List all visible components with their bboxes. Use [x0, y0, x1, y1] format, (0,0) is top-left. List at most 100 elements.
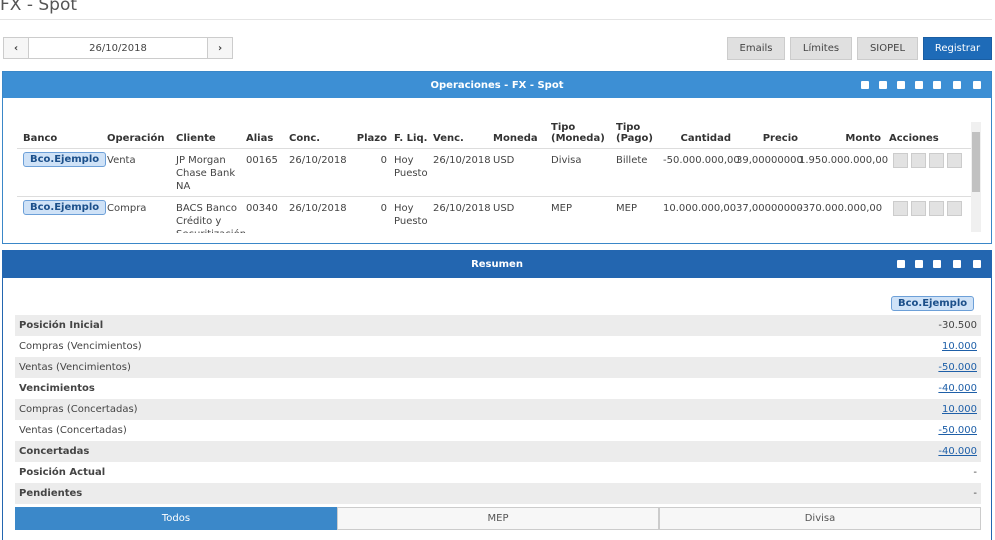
- icon[interactable]: [915, 81, 923, 89]
- date-input[interactable]: 26/10/2018: [28, 37, 208, 59]
- summary-value[interactable]: -50.000: [938, 425, 977, 436]
- tabs: Todos MEP Divisa: [15, 507, 981, 530]
- action-button[interactable]: [911, 153, 926, 168]
- scroll-thumb[interactable]: [972, 132, 980, 192]
- summary-row: Ventas (Vencimientos) -50.000: [15, 357, 981, 378]
- table-cell: 0: [380, 203, 387, 214]
- table-body: Bco.Ejemplo Venta JP Morgan Chase Bank NA 0…: [3, 148, 971, 233]
- column-header[interactable]: Moneda: [493, 133, 538, 144]
- icon[interactable]: [879, 81, 887, 89]
- column-header[interactable]: Operación: [107, 133, 165, 144]
- table-cell: Billete: [616, 155, 648, 166]
- icon[interactable]: [933, 81, 941, 89]
- column-header[interactable]: Monto: [845, 133, 881, 144]
- table-cell: 10.000.000,00: [663, 203, 737, 214]
- table-cell: 26/10/2018: [289, 203, 347, 214]
- table-cell: 0: [380, 155, 387, 166]
- summary-value[interactable]: -40.000: [938, 383, 977, 394]
- page-title: FX - Spot: [0, 0, 78, 15]
- summary-value: -: [973, 467, 977, 478]
- tab[interactable]: Divisa: [659, 507, 981, 530]
- table-cell: Hoy Puesto: [394, 203, 428, 227]
- column-header[interactable]: Tipo (Moneda): [551, 122, 605, 144]
- summary-row: Ventas (Concertadas) -50.000: [15, 420, 981, 441]
- summary-value[interactable]: -40.000: [938, 446, 977, 457]
- summary-value[interactable]: 10.000: [942, 404, 977, 415]
- divider: [0, 19, 992, 20]
- action-button[interactable]: [929, 153, 944, 168]
- action-button[interactable]: [893, 153, 908, 168]
- register-button[interactable]: Registrar: [923, 37, 992, 60]
- panel-header: Resumen: [3, 251, 991, 278]
- table-header: Banco Operación Cliente Alias Conc. Plazo F. L…: [3, 112, 971, 144]
- row-divider: [17, 196, 971, 197]
- summary-label: Ventas (Vencimientos): [19, 362, 131, 373]
- icon[interactable]: [933, 260, 941, 268]
- emails-button[interactable]: Emails: [727, 37, 785, 60]
- table-cell: JP Morgan Chase Bank NA: [176, 155, 236, 192]
- table-cell: MEP: [616, 203, 637, 214]
- tab[interactable]: MEP: [337, 507, 659, 530]
- summary-label: Compras (Vencimientos): [19, 341, 142, 352]
- column-header[interactable]: Tipo (Pago): [616, 122, 653, 144]
- summary-label: Concertadas: [19, 446, 90, 457]
- summary-row: Pendientes -: [15, 483, 981, 504]
- prev-date[interactable]: ‹: [3, 37, 29, 59]
- column-header[interactable]: Banco: [23, 133, 58, 144]
- table-cell: USD: [493, 203, 515, 214]
- panel-title: Operaciones - FX - Spot: [430, 79, 564, 91]
- table-cell: 26/10/2018: [433, 203, 491, 214]
- column-header[interactable]: Cliente: [176, 133, 216, 144]
- table-cell: Venta: [107, 155, 136, 166]
- column-header[interactable]: Acciones: [889, 133, 939, 144]
- icon[interactable]: [915, 260, 923, 268]
- action-button[interactable]: [893, 201, 908, 216]
- table-cell: 00165: [246, 155, 278, 166]
- summary-rows: Posición Inicial -30.500 Compras (Vencimie…: [15, 315, 981, 504]
- limits-button[interactable]: Límites: [790, 37, 852, 60]
- tab[interactable]: Todos: [15, 507, 337, 530]
- table-cell: 39,00000000: [736, 155, 803, 166]
- table-cell: Divisa: [551, 155, 582, 166]
- summary-label: Posición Inicial: [19, 320, 104, 331]
- icon[interactable]: [973, 81, 981, 89]
- icon[interactable]: [897, 81, 905, 89]
- column-header[interactable]: Precio: [762, 133, 798, 144]
- column-header[interactable]: Venc.: [433, 133, 464, 144]
- table-cell: MEP: [551, 203, 572, 214]
- column-header[interactable]: Cantidad: [680, 133, 731, 144]
- summary-label: Vencimientos: [19, 383, 95, 394]
- table-cell: Compra: [107, 203, 147, 214]
- summary-row: Posición Actual -: [15, 462, 981, 483]
- summary-row: Vencimientos -40.000: [15, 378, 981, 399]
- siopel-button[interactable]: SIOPEL: [857, 37, 918, 60]
- table-cell: -370.000.000,00: [799, 203, 883, 214]
- column-header[interactable]: Alias: [246, 133, 274, 144]
- next-date[interactable]: ›: [207, 37, 233, 59]
- table-cell: USD: [493, 155, 515, 166]
- icon[interactable]: [861, 81, 869, 89]
- summary-row: Compras (Concertadas) 10.000: [15, 399, 981, 420]
- table-cell: Hoy Puesto: [394, 155, 428, 179]
- column-header[interactable]: Conc.: [289, 133, 321, 144]
- summary-value[interactable]: 10.000: [942, 341, 977, 352]
- summary-value[interactable]: -50.000: [938, 362, 977, 373]
- icon[interactable]: [973, 260, 981, 268]
- icon[interactable]: [953, 81, 961, 89]
- icon[interactable]: [897, 260, 905, 268]
- column-header[interactable]: Plazo: [356, 133, 387, 144]
- action-button[interactable]: [911, 201, 926, 216]
- summary-label: Pendientes: [19, 488, 83, 499]
- icon[interactable]: [953, 260, 961, 268]
- bank-badge: Bco.Ejemplo: [23, 200, 107, 215]
- action-button[interactable]: [947, 201, 962, 216]
- summary-value: -30.500: [938, 320, 977, 331]
- action-button[interactable]: [929, 201, 944, 216]
- panel-header: Operaciones - FX - Spot: [3, 72, 991, 98]
- action-button[interactable]: [947, 153, 962, 168]
- column-header[interactable]: F. Liq.: [394, 133, 428, 144]
- table-cell: 26/10/2018: [289, 155, 347, 166]
- summary-row: Concertadas -40.000: [15, 441, 981, 462]
- scrollbar[interactable]: [971, 122, 981, 232]
